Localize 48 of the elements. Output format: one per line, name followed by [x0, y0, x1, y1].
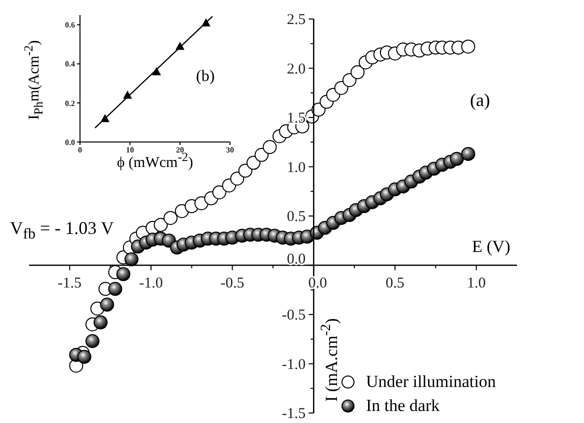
point: [152, 67, 161, 76]
point: [94, 315, 108, 330]
point: [246, 156, 260, 170]
point: [164, 210, 178, 225]
y-tick-label: -0.5: [282, 308, 306, 324]
x-axis-title: E (V): [472, 237, 510, 258]
x-tick-label: 10: [126, 146, 134, 155]
x-tick-label: -1.0: [139, 275, 163, 292]
point: [342, 73, 356, 88]
x-tick-label: 20: [176, 146, 184, 155]
point: [100, 298, 114, 312]
point: [350, 65, 365, 80]
y-tick-label: -1.0: [282, 356, 306, 373]
point: [230, 172, 244, 186]
y-tick-label: 1.0: [286, 160, 306, 176]
y-tick-label: 0.6: [65, 20, 75, 30]
point: [450, 152, 464, 166]
point: [262, 140, 277, 154]
y-tick-label: 0.0: [65, 138, 75, 147]
point: [154, 218, 168, 232]
annotation: V$_{fb}$ = - 1.03 V: [10, 218, 114, 244]
point: [77, 350, 92, 364]
point: [254, 148, 269, 162]
point: [238, 164, 252, 178]
y-tick-label: 0.5: [286, 209, 306, 225]
legend-label: In the dark: [366, 396, 440, 416]
annotation: (b): [196, 68, 215, 86]
x-tick-label: -0.5: [220, 275, 244, 292]
point: [116, 267, 130, 282]
point: [108, 282, 122, 296]
x-tick-label: 0: [78, 146, 82, 155]
point: [461, 146, 476, 161]
point: [461, 40, 476, 54]
y-tick-label: 0.0: [286, 251, 306, 268]
y-tick-label: -1.5: [282, 406, 306, 422]
point: [212, 185, 226, 200]
y-tick-label: 2.5: [286, 12, 306, 28]
y-tick-label: 2.0: [286, 61, 306, 78]
legend-label: Under illumination: [366, 372, 496, 392]
x-tick-label: 30: [226, 146, 234, 155]
x-tick-label: 0.5: [386, 275, 404, 292]
point: [334, 80, 348, 95]
point: [124, 252, 138, 266]
y-tick-label: 0.2: [65, 98, 75, 108]
x-tick-label: 1.0: [466, 275, 486, 292]
y-tick-label: 0.4: [65, 60, 75, 69]
point: [85, 334, 100, 348]
annotation: (a): [470, 90, 490, 111]
